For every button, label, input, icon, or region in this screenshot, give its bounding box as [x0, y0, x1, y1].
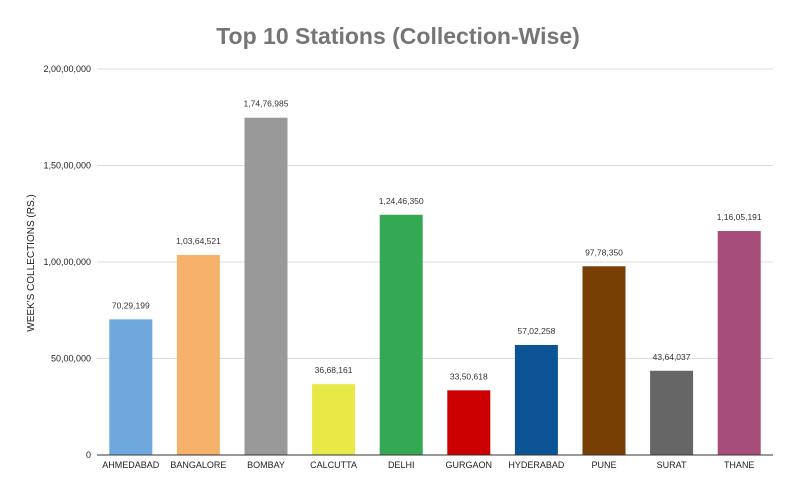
data-label: 57,02,258 — [517, 326, 555, 336]
data-label: 70,29,199 — [112, 300, 150, 310]
x-axis-ticks: AHMEDABAD BANGALORE BOMBAY CALCUTTA DELHI GUR… — [102, 460, 754, 470]
x-tick-label: GURGAON — [446, 460, 493, 470]
bar-ahmedabad — [109, 319, 153, 455]
x-tick-label: HYDERABAD — [508, 460, 565, 470]
x-tick-label: CALCUTTA — [310, 460, 357, 470]
x-tick-label: SURAT — [657, 460, 687, 470]
x-tick-label: BOMBAY — [247, 460, 285, 470]
data-label: 36,68,161 — [315, 365, 353, 375]
y-axis-label: WEEK'S COLLECTIONS (RS.) — [26, 194, 37, 332]
bars — [109, 117, 761, 456]
y-tick-label: 50,00,000 — [51, 354, 91, 364]
data-label: 1,03,64,521 — [176, 236, 221, 246]
y-tick-label: 2,00,00,000 — [43, 64, 91, 74]
bar-bombay — [244, 117, 288, 456]
y-tick-label: 1,50,00,000 — [43, 161, 91, 171]
x-tick-label: PUNE — [591, 460, 616, 470]
data-labels: 70,29,199 1,03,64,521 1,74,76,985 36,68,161… — [112, 99, 762, 382]
bar-pune — [582, 266, 626, 455]
x-tick-label: AHMEDABAD — [102, 460, 160, 470]
data-label: 97,78,350 — [585, 247, 623, 257]
data-label: 1,74,76,985 — [244, 99, 289, 109]
bar-hyderabad — [514, 344, 558, 455]
bar-thane — [717, 231, 761, 455]
y-axis-ticks: 0 50,00,000 1,00,00,000 1,50,00,000 2,00,00,… — [43, 64, 91, 460]
data-label: 1,24,46,350 — [379, 196, 424, 206]
chart-title: Top 10 Stations (Collection-Wise) — [216, 23, 580, 49]
y-tick-label: 0 — [86, 450, 91, 460]
data-label: 33,50,618 — [450, 371, 488, 381]
y-tick-label: 1,00,00,000 — [43, 257, 91, 267]
x-tick-label: BANGALORE — [170, 460, 226, 470]
bar-delhi — [379, 214, 423, 455]
bar-surat — [650, 370, 694, 455]
bar-bangalore — [176, 254, 220, 455]
x-tick-label: DELHI — [388, 460, 415, 470]
data-label: 1,16,05,191 — [717, 212, 762, 222]
x-tick-label: THANE — [724, 460, 755, 470]
bar-gurgaon — [447, 390, 491, 455]
bar-calcutta — [312, 384, 356, 455]
data-label: 43,64,037 — [653, 352, 691, 362]
